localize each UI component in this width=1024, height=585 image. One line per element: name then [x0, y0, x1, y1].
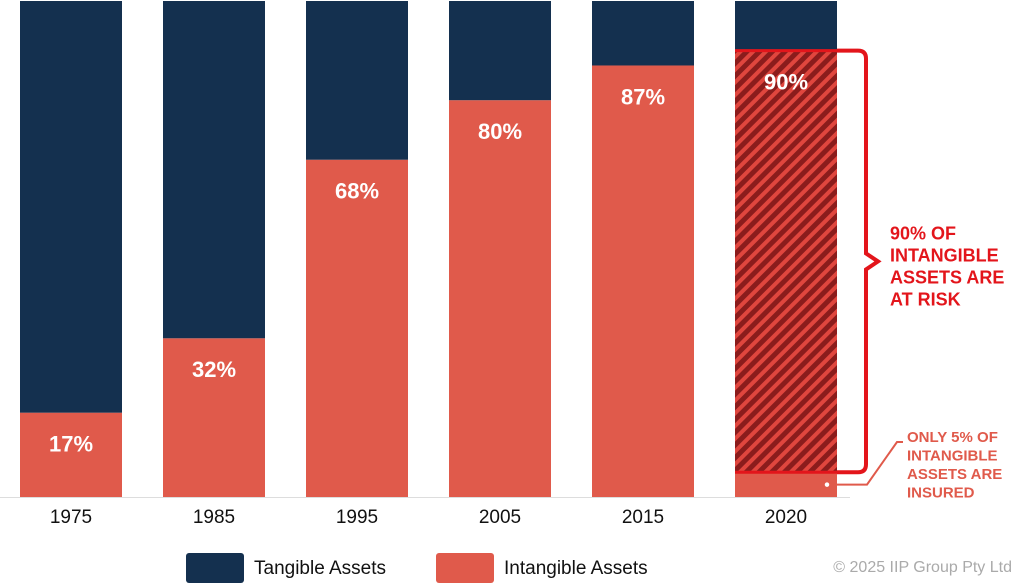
insured-connector: [830, 441, 903, 486]
at-risk-label: 90% OF: [890, 224, 956, 244]
bar-segment: [306, 159, 408, 497]
bracket: [837, 48, 882, 475]
x-tick-label: 1975: [50, 507, 92, 528]
value-label: 87%: [621, 84, 665, 109]
x-tick-label: 2020: [765, 507, 807, 528]
insured-label: ASSETS ARE: [907, 466, 1002, 483]
copyright: © 2025 IIP Group Pty Ltd: [833, 559, 1012, 576]
bar-segment: [449, 1, 551, 101]
bar-segment: [592, 65, 694, 497]
at-risk-label: ASSETS ARE: [890, 268, 1004, 288]
bar-segment: [163, 338, 265, 497]
value-label: 17%: [49, 431, 93, 456]
legend-swatch: [436, 553, 494, 583]
insured-label: INSURED: [907, 484, 975, 501]
at-risk-label: INTANGIBLE: [890, 246, 999, 266]
value-label: 80%: [478, 119, 522, 144]
bar-segment: [163, 0, 265, 339]
insured-label: INTANGIBLE: [907, 447, 998, 464]
x-tick-label: 1995: [336, 507, 378, 528]
at-risk-hatch: [735, 50, 837, 473]
x-tick-label: 1985: [193, 507, 235, 528]
x-tick-label: 2015: [622, 507, 664, 528]
legend-label: Intangible Assets: [504, 558, 648, 579]
x-tick-label: 2005: [479, 507, 521, 528]
bar-segment: [592, 1, 694, 66]
bar-segment: [735, 0, 837, 51]
bar-segment: [449, 100, 551, 497]
insured-dot: [823, 480, 831, 489]
bar-segment: [20, 1, 122, 413]
value-label: 32%: [192, 357, 236, 382]
bar-segment: [20, 412, 122, 497]
at-risk-label: AT RISK: [890, 290, 961, 310]
value-label: 68%: [335, 179, 379, 204]
value-label: 90%: [764, 69, 808, 94]
legend-label: Tangible Assets: [254, 558, 386, 579]
legend-swatch: [186, 553, 244, 583]
insured-label: ONLY 5% OF: [907, 429, 998, 446]
bar-segment: [306, 0, 408, 160]
